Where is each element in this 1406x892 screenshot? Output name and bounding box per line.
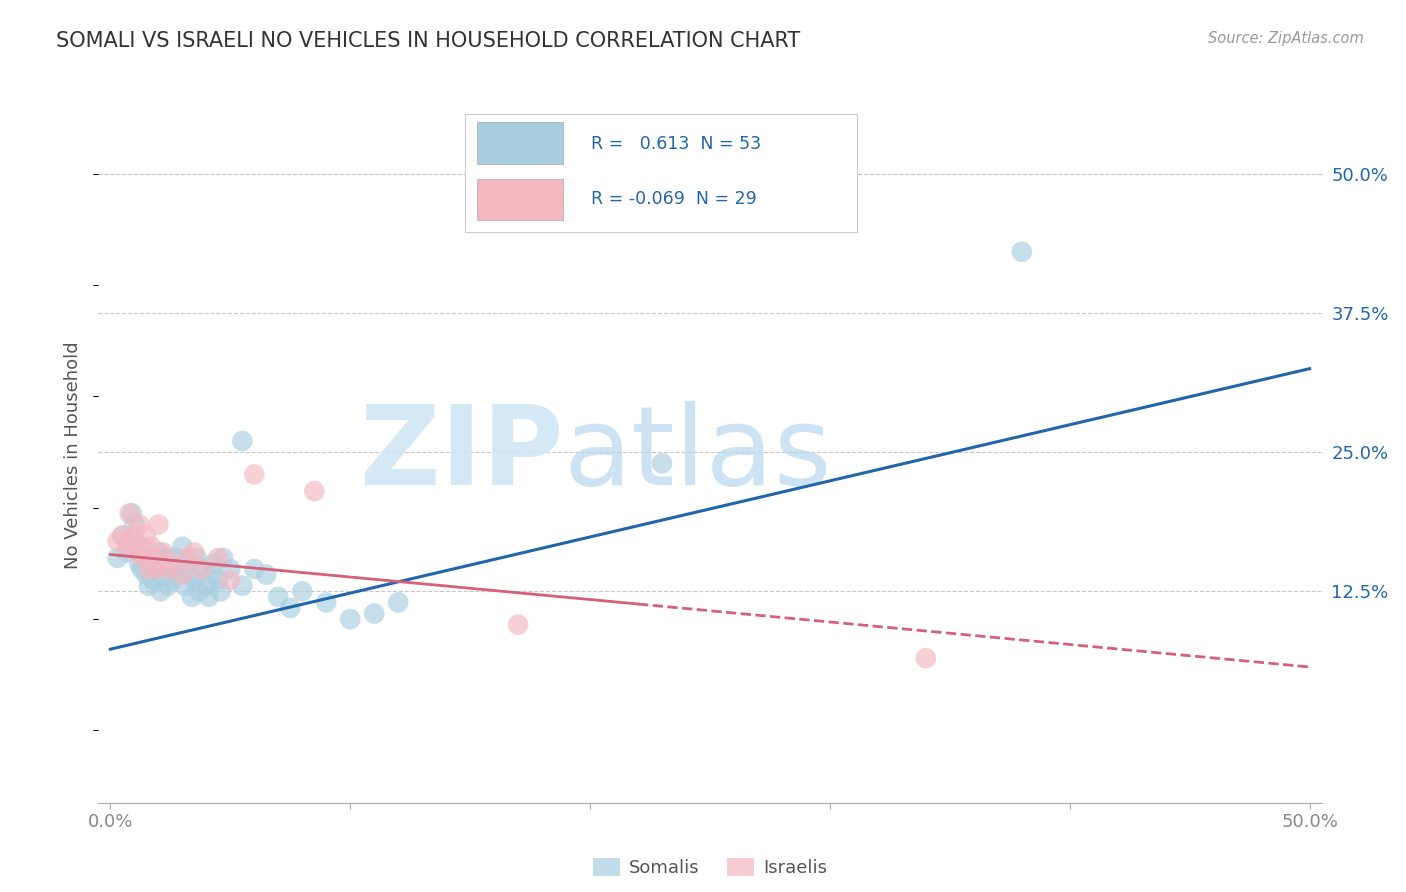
Point	[162, 573, 184, 587]
Point	[173, 579, 195, 593]
Point	[183, 545, 205, 559]
Point	[124, 528, 146, 542]
Point	[156, 562, 179, 576]
Point	[915, 651, 938, 665]
Point	[156, 579, 179, 593]
Legend: Somalis, Israelis: Somalis, Israelis	[586, 850, 834, 884]
Point	[121, 534, 143, 549]
Point	[172, 540, 194, 554]
Point	[651, 456, 673, 470]
Point	[135, 567, 157, 582]
Point	[135, 528, 157, 542]
Point	[107, 550, 129, 565]
Point	[159, 562, 181, 576]
Point	[131, 562, 153, 576]
Point	[219, 573, 242, 587]
Point	[155, 550, 177, 565]
Point	[207, 573, 229, 587]
Point	[125, 545, 148, 559]
Point	[128, 557, 150, 571]
Point	[152, 545, 174, 559]
Point	[212, 550, 235, 565]
Point	[183, 573, 205, 587]
Point	[339, 612, 361, 626]
Point	[243, 467, 266, 482]
Point	[138, 562, 160, 576]
Text: SOMALI VS ISRAELI NO VEHICLES IN HOUSEHOLD CORRELATION CHART: SOMALI VS ISRAELI NO VEHICLES IN HOUSEHO…	[56, 31, 800, 51]
Point	[195, 579, 218, 593]
Point	[315, 595, 337, 609]
Point	[186, 550, 208, 565]
Point	[118, 507, 141, 521]
Point	[115, 540, 138, 554]
Point	[132, 550, 155, 565]
Point	[121, 507, 143, 521]
Point	[254, 567, 277, 582]
Point	[1011, 244, 1033, 259]
Text: ZIP: ZIP	[360, 401, 564, 508]
Point	[200, 567, 222, 582]
Point	[149, 584, 172, 599]
Point	[231, 579, 253, 593]
Text: Source: ZipAtlas.com: Source: ZipAtlas.com	[1208, 31, 1364, 46]
Point	[145, 562, 167, 576]
Y-axis label: No Vehicles in Household: No Vehicles in Household	[65, 341, 83, 569]
Point	[181, 590, 204, 604]
Point	[165, 550, 187, 565]
Point	[190, 562, 212, 576]
Point	[115, 545, 138, 559]
Text: atlas: atlas	[564, 401, 832, 508]
Point	[111, 528, 134, 542]
Point	[172, 567, 194, 582]
Point	[107, 534, 129, 549]
Point	[125, 540, 148, 554]
Point	[291, 584, 314, 599]
Point	[142, 573, 165, 587]
Point	[131, 540, 153, 554]
Point	[202, 557, 225, 571]
Point	[188, 584, 211, 599]
Point	[145, 562, 167, 576]
Point	[152, 567, 174, 582]
Point	[363, 607, 385, 621]
Point	[141, 557, 163, 571]
Point	[304, 484, 326, 499]
Point	[209, 584, 232, 599]
Point	[124, 517, 146, 532]
Point	[508, 617, 530, 632]
Point	[159, 557, 181, 571]
Point	[219, 562, 242, 576]
Point	[179, 567, 201, 582]
Point	[387, 595, 409, 609]
Point	[148, 517, 170, 532]
Point	[278, 601, 301, 615]
Point	[132, 550, 155, 565]
Point	[231, 434, 253, 448]
Point	[138, 579, 160, 593]
Point	[190, 562, 212, 576]
Point	[142, 550, 165, 565]
Point	[243, 562, 266, 576]
Point	[128, 517, 150, 532]
Point	[176, 550, 198, 565]
Point	[267, 590, 290, 604]
Point	[148, 545, 170, 559]
Point	[207, 550, 229, 565]
Point	[166, 562, 188, 576]
Point	[141, 540, 163, 554]
Point	[197, 590, 219, 604]
Point	[111, 528, 134, 542]
Point	[176, 557, 198, 571]
